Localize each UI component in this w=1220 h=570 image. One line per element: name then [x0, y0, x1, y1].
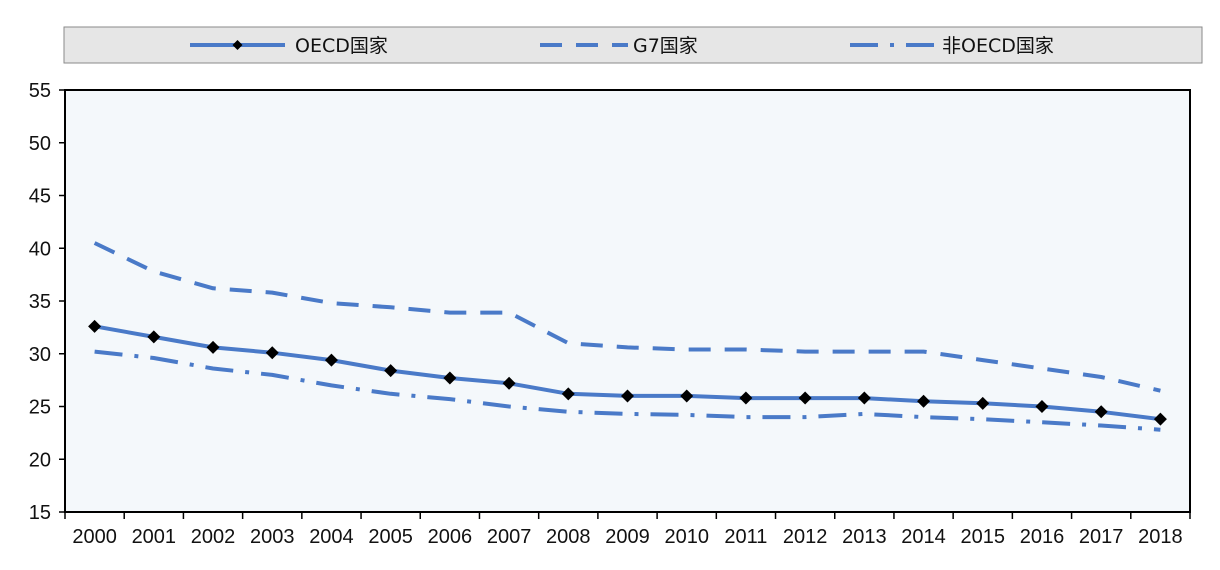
- x-axis: 2000 2001 2002 2003 2004 2005 2006 2007 2008 2009…: [64, 512, 1191, 548]
- data-point-marker: [443, 371, 457, 385]
- x-tick-label: 2012: [783, 526, 828, 548]
- data-point-marker: [857, 391, 871, 405]
- x-tick-label: 2003: [250, 526, 295, 548]
- y-tick-label: 45: [29, 186, 51, 208]
- data-point-marker: [324, 353, 338, 367]
- data-point-marker: [917, 394, 931, 408]
- y-tick-label: 30: [29, 344, 51, 366]
- data-point-marker: [206, 340, 220, 354]
- x-tick-label: 2014: [901, 526, 946, 548]
- x-tick-label: 2011: [724, 526, 767, 548]
- legend-label-1: G7国家: [633, 35, 698, 57]
- legend-label-2: 非OECD国家: [942, 35, 1054, 57]
- data-point-marker: [561, 387, 575, 401]
- data-point-marker: [621, 389, 634, 403]
- plot-area: [64, 89, 1191, 513]
- data-point-marker: [739, 391, 753, 405]
- y-tick-label: 40: [29, 238, 51, 260]
- x-tick-label: 2000: [72, 526, 117, 548]
- y-axis: 15 20 25 30 35 40 45 50 55: [29, 80, 65, 524]
- data-point-marker: [1094, 405, 1108, 419]
- data-point-marker: [384, 364, 398, 378]
- x-tick-label: 2008: [546, 526, 591, 548]
- legend-label-0: OECD国家: [295, 35, 388, 57]
- x-tick-label: 2007: [487, 526, 532, 548]
- x-tick-label: 2002: [191, 526, 236, 548]
- data-point-marker: [147, 330, 161, 344]
- data-point-marker: [976, 396, 990, 410]
- x-tick-label: 2016: [1020, 526, 1065, 548]
- x-tick-label: 2013: [842, 526, 887, 548]
- x-tick-label: 2005: [368, 526, 413, 548]
- data-point-marker: [502, 376, 516, 390]
- series-line-1: [93, 241, 1161, 393]
- x-tick-label: 2004: [309, 526, 354, 548]
- y-tick-label: 15: [29, 502, 51, 524]
- data-point-marker: [1035, 400, 1049, 413]
- y-tick-label: 55: [29, 80, 51, 102]
- y-tick-label: 50: [29, 133, 51, 155]
- x-tick-label: 2017: [1079, 526, 1124, 548]
- x-tick-label: 2015: [961, 526, 1006, 548]
- x-tick-label: 2010: [664, 526, 709, 548]
- x-tick-label: 2018: [1138, 526, 1183, 548]
- data-point-marker: [680, 389, 694, 403]
- chart-legend: OECD国家 G7国家 非OECD国家: [63, 26, 1203, 64]
- x-tick-label: 2009: [605, 526, 650, 548]
- x-tick-label: 2006: [428, 526, 473, 548]
- plot-frame: [64, 89, 1191, 513]
- y-tick-label: 35: [29, 291, 51, 313]
- data-point-marker: [798, 391, 812, 405]
- data-point-marker: [265, 346, 279, 360]
- y-tick-label: 20: [29, 449, 51, 471]
- series-line-2: [94, 349, 1161, 432]
- data-point-marker: [88, 319, 102, 333]
- legend-marker: [232, 40, 243, 50]
- x-tick-label: 2001: [132, 526, 177, 548]
- y-tick-label: 25: [29, 397, 51, 419]
- data-point-marker: [1153, 412, 1167, 426]
